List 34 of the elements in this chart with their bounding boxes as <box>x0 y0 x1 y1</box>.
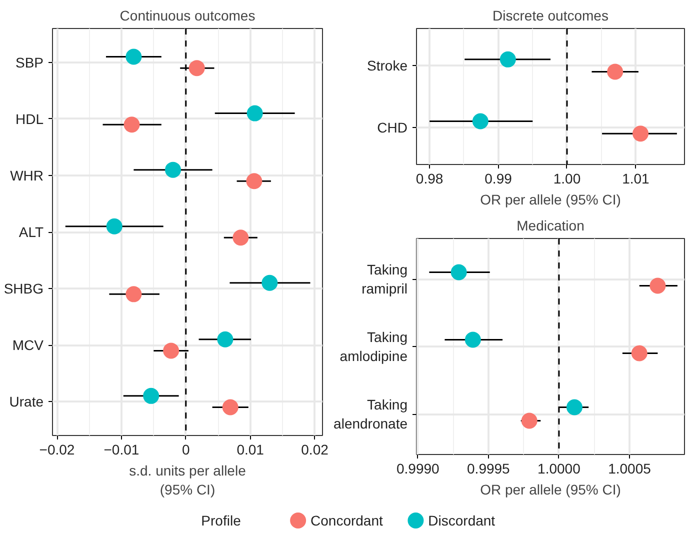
x-tick-label: 0.9990 <box>396 460 440 476</box>
x-tick-label: 0.9995 <box>467 460 510 476</box>
x-tick-label: 0.98 <box>416 170 444 186</box>
x-tick-label: 1.0005 <box>608 460 652 476</box>
chart-title: Discrete outcomes <box>492 8 608 24</box>
x-tick-label: 0.02 <box>301 442 329 458</box>
x-tick-label: 0.01 <box>236 442 264 458</box>
y-tick-label: SBP <box>15 54 44 70</box>
y-tick-label: Taking ramipril <box>362 261 408 297</box>
x-tick-label: 1.01 <box>622 170 650 186</box>
y-tick-label: WHR <box>10 167 44 184</box>
x-axis-title: OR per allele (95% CI) <box>480 482 621 498</box>
y-tick-label: ALT <box>18 224 44 240</box>
y-tick-label: Urate <box>9 394 44 410</box>
chart-title: Continuous outcomes <box>120 8 256 24</box>
x-tick-label: 0 <box>182 442 190 458</box>
x-tick-label: 1.0000 <box>538 460 581 476</box>
y-tick-label: Taking alendronate <box>334 396 408 432</box>
y-tick-label: SHBG <box>4 280 44 297</box>
x-tick-label: −0.02 <box>39 442 75 458</box>
x-axis-title: s.d. units per allele (95% CI) <box>129 462 246 498</box>
y-tick-label: CHD <box>377 119 408 136</box>
y-tick-label: Stroke <box>367 58 408 74</box>
legend-title: Profile <box>201 512 242 528</box>
legend-label: Discordant <box>428 512 496 528</box>
chart-title: Medication <box>516 218 584 234</box>
x-tick-label: 1.00 <box>553 170 581 186</box>
x-axis-title: OR per allele (95% CI) <box>480 192 621 208</box>
x-tick-label: 0.99 <box>484 170 512 186</box>
y-tick-label: HDL <box>15 110 44 127</box>
y-tick-label: Taking amlodipine <box>340 328 408 364</box>
y-tick-label: MCV <box>12 337 44 354</box>
x-tick-label: −0.01 <box>104 442 140 458</box>
legend-label: Concordant <box>310 512 384 528</box>
